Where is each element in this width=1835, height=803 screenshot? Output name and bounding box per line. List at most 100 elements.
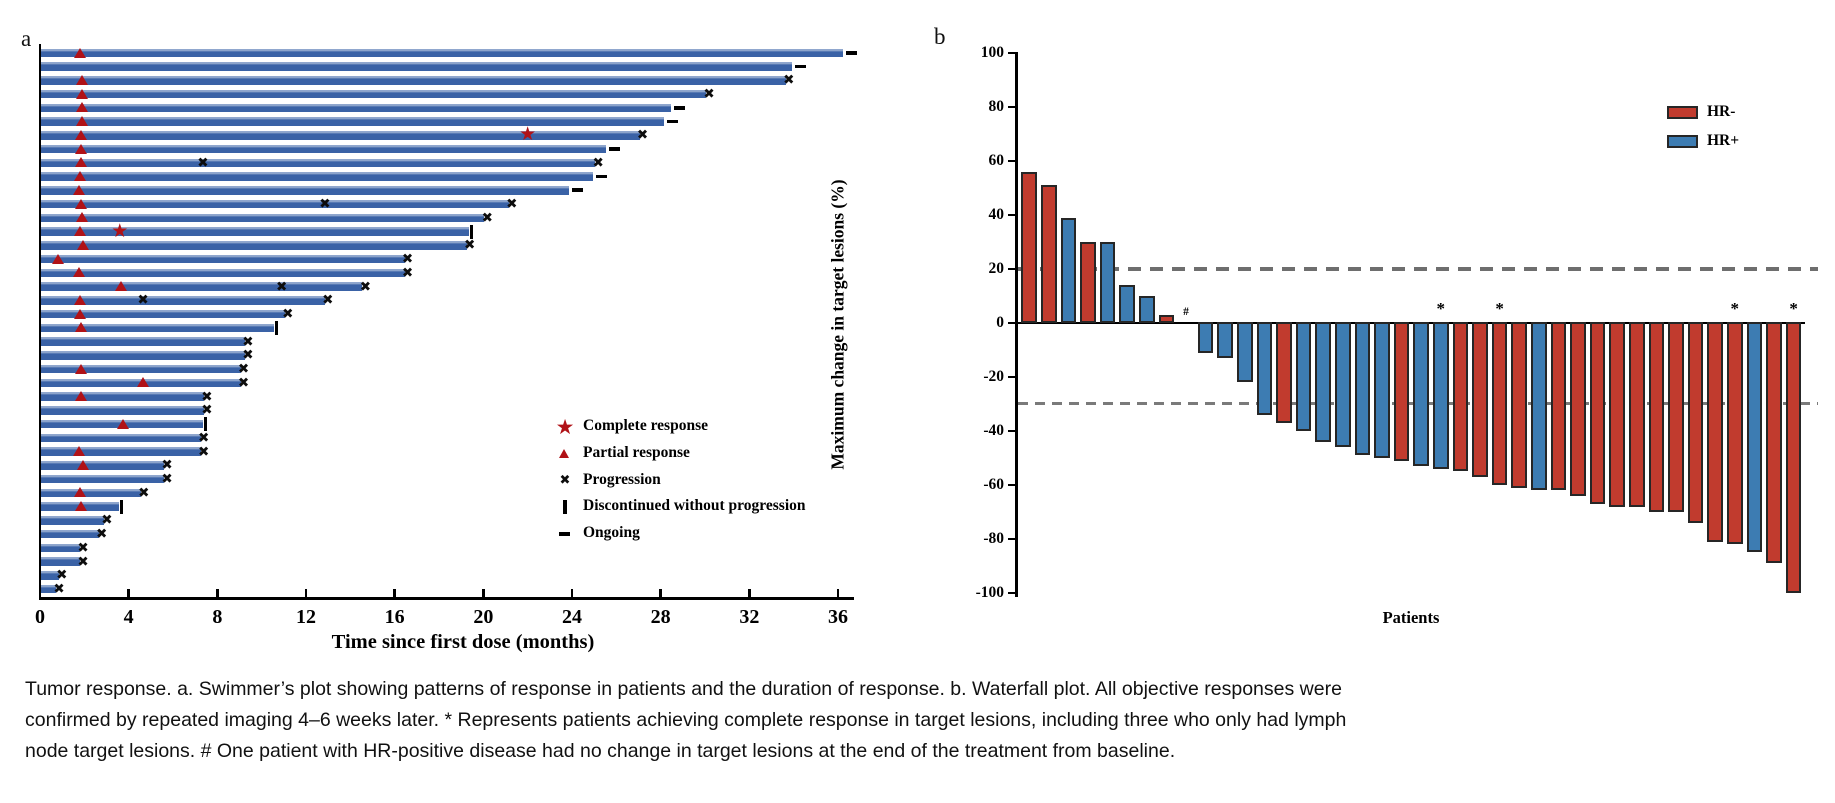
swimmer-bar (41, 571, 59, 580)
waterfall-bar (1021, 171, 1037, 323)
x-tick-label: 12 (296, 606, 316, 628)
waterfall-bar (1197, 321, 1214, 353)
swimmer-bar (41, 488, 141, 498)
swimmer-bar (41, 158, 596, 168)
x-tick-label: 8 (212, 606, 223, 628)
x-axis-tick (482, 589, 485, 597)
waterfall-legend-label: HR- (1707, 103, 1736, 120)
swimmer-legend-label: Progression (583, 470, 661, 488)
swimmer-plot: 0 4 8 12 16 20 24 28 32 36 Time since first dose (… (0, 0, 900, 670)
progression-x-icon: ✖ (636, 127, 649, 144)
y-axis-tick (1007, 483, 1016, 487)
waterfall-bar (1413, 321, 1429, 467)
y-tick-label: -40 (983, 421, 1004, 439)
swimmer-bar (41, 474, 165, 484)
y-axis-tick (1007, 321, 1016, 325)
progression-x-icon: ✖ (56, 567, 68, 584)
waterfall-bar (1550, 321, 1567, 491)
progression-x-icon: ✖ (77, 539, 89, 556)
swimmer-bar (41, 62, 793, 71)
y-tick-label: -80 (983, 529, 1004, 547)
swimmer-bar (41, 48, 844, 58)
waterfall-bar (1433, 321, 1449, 469)
swimmer-legend-label: Discontinued without progression (583, 497, 806, 515)
discontinued-bar-icon (274, 320, 279, 335)
swimmer-bar (41, 172, 593, 181)
progression-x-icon: ✖ (401, 264, 414, 281)
waterfall-bar (1668, 321, 1684, 512)
discontinued-bar-icon (119, 499, 124, 514)
y-tick-label: 80 (988, 97, 1005, 115)
swimmer-bar (41, 296, 325, 305)
waterfall-plot: 100 80 60 40 20 0 -20 -40 -60 -80 -100 # * * * * Maximum… (780, 0, 1835, 670)
progression-x-icon: ✖ (322, 292, 334, 309)
partial-response-triangle-icon (137, 377, 150, 388)
progression-x-icon: ✖ (161, 471, 173, 488)
waterfall-bar (1099, 242, 1116, 323)
waterfall-bar (1511, 321, 1527, 488)
partial-response-triangle-icon (76, 102, 89, 113)
partial-response-triangle-icon (73, 184, 85, 195)
y-tick-label: -60 (983, 475, 1004, 493)
partial-response-triangle-icon (114, 281, 127, 292)
ongoing-dash-icon (571, 188, 583, 193)
waterfall-bar (1139, 296, 1155, 323)
swimmer-bar (41, 144, 607, 154)
progression-x-icon: ✖ (703, 86, 715, 103)
x-tick-label: 36 (828, 606, 848, 628)
waterfall-bar (1374, 321, 1390, 458)
progression-x-icon: ✖ (237, 374, 250, 391)
partial-response-triangle-icon (75, 363, 87, 374)
y-tick-label: -100 (975, 583, 1004, 601)
waterfall-bar (1746, 321, 1763, 553)
progression-x-icon: ✖ (319, 196, 331, 213)
ongoing-dash-icon (559, 532, 570, 536)
figure-caption: Tumor response. a. Swimmer’s plot showin… (25, 674, 1346, 767)
partial-response-triangle-icon (76, 88, 89, 99)
swimmer-bar (41, 543, 80, 553)
y-tick-label: -20 (983, 367, 1004, 385)
waterfall-bar (1687, 321, 1704, 523)
x-axis-tick (127, 589, 130, 597)
waterfall-bar (1531, 321, 1547, 491)
swimmer-bar (41, 309, 285, 319)
complete-response-star-icon: ★ (555, 415, 575, 439)
progression-x-icon: ✖ (242, 333, 254, 350)
partial-response-triangle-icon (73, 47, 86, 58)
y-axis-spine (1015, 52, 1018, 597)
y-tick-label: 100 (980, 43, 1004, 61)
progression-x-icon: ✖ (201, 402, 213, 419)
swimmer-bar (41, 461, 165, 470)
partial-response-triangle-icon (75, 322, 87, 333)
progression-x-icon: ✖ (201, 388, 213, 405)
progression-x-icon: ✖ (481, 209, 493, 226)
y-axis-tick (1007, 51, 1016, 55)
swimmer-bar (41, 227, 469, 236)
swimmer-bar (41, 337, 245, 346)
progression-x-icon: ✖ (237, 361, 250, 378)
partial-response-triangle-icon (116, 418, 129, 429)
waterfall-bar (1158, 314, 1175, 323)
y-axis-tick (1007, 375, 1016, 379)
y-axis-title: Maximum change in target lesions (%) (827, 179, 848, 470)
waterfall-bar (1080, 242, 1096, 323)
partial-response-triangle-icon (51, 253, 64, 264)
caption-line-2: confirmed by repeated imaging 4–6 weeks … (25, 709, 1347, 731)
waterfall-bar (1589, 321, 1606, 504)
progression-x-icon: ✖ (359, 278, 372, 295)
x-tick-label: 4 (123, 606, 134, 628)
swimmer-legend-label: Partial response (583, 443, 690, 461)
y-axis-tick (1007, 429, 1016, 433)
partial-response-triangle-icon (73, 171, 86, 182)
partial-response-triangle-icon (73, 226, 86, 237)
y-axis-tick (1007, 591, 1016, 595)
partial-response-triangle-icon (73, 267, 85, 278)
progression-x-icon: ✖ (197, 443, 210, 460)
ongoing-dash-icon (673, 105, 685, 110)
partial-response-triangle-icon (76, 74, 89, 85)
waterfall-bar (1491, 321, 1508, 485)
x-tick-label: 32 (739, 606, 760, 628)
x-axis-tick (570, 589, 574, 597)
ongoing-dash-icon (595, 174, 607, 179)
progression-x-icon: ✖ (506, 196, 518, 213)
